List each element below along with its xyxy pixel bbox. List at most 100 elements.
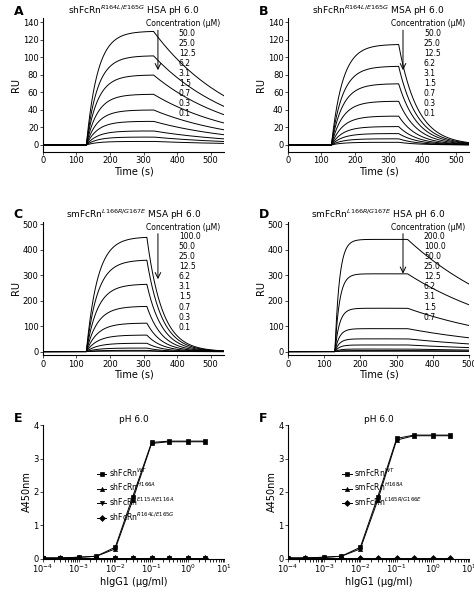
smFcRn$^{L165R/G166E}$ [447,554,453,561]
Text: 6.2: 6.2 [424,59,436,68]
Line: shFcRn$^{H166A}$: shFcRn$^{H166A}$ [41,440,207,560]
smFcRn$^{WT}$ [338,553,344,560]
Text: 0.1: 0.1 [179,323,191,332]
Text: C: C [14,208,23,221]
Text: Concentration (μM): Concentration (μM) [146,223,220,232]
X-axis label: hIgG1 (μg/ml): hIgG1 (μg/ml) [345,577,412,587]
shFcRn$^{WT}$ [130,493,136,501]
smFcRn$^{WT}$ [447,432,453,439]
shFcRn$^{E115A/E116A}$ [130,554,136,561]
shFcRn$^{H166A}$ [57,554,63,561]
shFcRn$^{R164L/E165G}$ [202,554,208,561]
Text: 0.7: 0.7 [179,89,191,98]
shFcRn$^{R164L/E165G}$ [57,554,63,561]
Line: smFcRn$^{H168A}$: smFcRn$^{H168A}$ [286,434,452,560]
Text: 6.2: 6.2 [179,272,191,281]
Legend: smFcRn$^{WT}$, smFcRn$^{H168A}$, smFcRn$^{L165R/G166E}$: smFcRn$^{WT}$, smFcRn$^{H168A}$, smFcRn$… [342,466,422,508]
shFcRn$^{R164L/E165G}$ [130,554,136,561]
Text: 0.3: 0.3 [179,99,191,108]
shFcRn$^{E115A/E116A}$ [112,554,118,561]
shFcRn$^{H166A}$ [76,554,82,561]
shFcRn$^{E115A/E116A}$ [40,554,46,561]
shFcRn$^{R164L/E165G}$ [93,554,99,561]
shFcRn$^{H166A}$ [93,553,99,560]
Text: 1.5: 1.5 [424,302,436,311]
Text: 12.5: 12.5 [179,49,196,58]
smFcRn$^{H168A}$ [430,432,436,439]
Line: shFcRn$^{WT}$: shFcRn$^{WT}$ [41,439,207,560]
Text: 25.0: 25.0 [179,39,196,48]
smFcRn$^{WT}$ [411,432,417,439]
shFcRn$^{WT}$ [57,554,63,561]
Line: shFcRn$^{R164L/E165G}$: shFcRn$^{R164L/E165G}$ [41,556,207,560]
shFcRn$^{E115A/E116A}$ [166,554,172,561]
Text: 1.5: 1.5 [424,79,436,88]
Y-axis label: A450nm: A450nm [22,472,32,513]
smFcRn$^{H168A}$ [285,554,291,561]
shFcRn$^{H166A}$ [202,438,208,445]
smFcRn$^{WT}$ [285,554,291,561]
Text: 0.7: 0.7 [424,89,436,98]
Y-axis label: RU: RU [256,78,266,92]
smFcRn$^{L165R/G166E}$ [302,554,308,561]
Text: 100.0: 100.0 [179,232,201,241]
smFcRn$^{L165R/G166E}$ [411,554,417,561]
smFcRn$^{H168A}$ [357,545,363,552]
Text: B: B [259,5,268,17]
smFcRn$^{L165R/G166E}$ [338,554,344,561]
shFcRn$^{WT}$ [202,438,208,445]
smFcRn$^{L165R/G166E}$ [321,554,327,561]
Text: A: A [14,5,23,17]
smFcRn$^{H168A}$ [302,554,308,561]
shFcRn$^{E115A/E116A}$ [57,554,63,561]
Text: 0.1: 0.1 [179,109,191,118]
Text: 3.1: 3.1 [424,69,436,78]
Y-axis label: RU: RU [256,281,266,296]
shFcRn$^{E115A/E116A}$ [149,554,155,561]
shFcRn$^{E115A/E116A}$ [185,554,191,561]
Text: 100.0: 100.0 [424,242,446,251]
smFcRn$^{WT}$ [302,554,308,561]
X-axis label: Time (s): Time (s) [359,370,398,380]
Title: shFcRn$^{R164L/E165G}$ HSA pH 6.0: shFcRn$^{R164L/E165G}$ HSA pH 6.0 [68,4,199,18]
shFcRn$^{H166A}$ [112,545,118,552]
shFcRn$^{H166A}$ [149,440,155,447]
shFcRn$^{R164L/E165G}$ [185,554,191,561]
smFcRn$^{L165R/G166E}$ [430,554,436,561]
Text: 25.0: 25.0 [424,263,441,272]
Title: smFcRn$^{L166R/G167E}$ MSA pH 6.0: smFcRn$^{L166R/G167E}$ MSA pH 6.0 [66,207,201,222]
Text: D: D [259,208,269,221]
Text: 50.0: 50.0 [424,29,441,38]
Title: pH 6.0: pH 6.0 [118,415,148,424]
Text: 1.5: 1.5 [179,293,191,302]
Text: 3.1: 3.1 [424,293,436,302]
smFcRn$^{WT}$ [375,493,381,501]
Text: 50.0: 50.0 [424,252,441,261]
smFcRn$^{WT}$ [357,544,363,551]
Legend: shFcRn$^{WT}$, shFcRn$^{H166A}$, shFcRn$^{E115A/E116A}$, shFcRn$^{R164L/E165G}$: shFcRn$^{WT}$, shFcRn$^{H166A}$, shFcRn$… [97,466,174,523]
Text: 0.1: 0.1 [424,109,436,118]
smFcRn$^{WT}$ [321,554,327,561]
X-axis label: Time (s): Time (s) [114,166,153,177]
Text: 50.0: 50.0 [179,242,196,251]
Text: Concentration (μM): Concentration (μM) [391,223,465,232]
shFcRn$^{R164L/E165G}$ [76,554,82,561]
smFcRn$^{H168A}$ [321,554,327,561]
smFcRn$^{L165R/G166E}$ [375,554,381,561]
Text: Concentration (μM): Concentration (μM) [391,19,465,28]
shFcRn$^{WT}$ [166,438,172,445]
Text: 1.5: 1.5 [179,79,191,88]
Title: shFcRn$^{R164L/E165G}$ MSA pH 6.0: shFcRn$^{R164L/E165G}$ MSA pH 6.0 [312,4,445,18]
Line: smFcRn$^{L165R/G166E}$: smFcRn$^{L165R/G166E}$ [286,556,452,560]
Text: 12.5: 12.5 [424,272,441,281]
shFcRn$^{WT}$ [40,554,46,561]
Text: F: F [259,412,267,425]
Text: E: E [14,412,22,425]
smFcRn$^{H168A}$ [447,432,453,439]
X-axis label: Time (s): Time (s) [114,370,153,380]
Text: 25.0: 25.0 [424,39,441,48]
shFcRn$^{R164L/E165G}$ [166,554,172,561]
smFcRn$^{H168A}$ [411,432,417,439]
shFcRn$^{WT}$ [112,544,118,551]
smFcRn$^{L165R/G166E}$ [285,554,291,561]
